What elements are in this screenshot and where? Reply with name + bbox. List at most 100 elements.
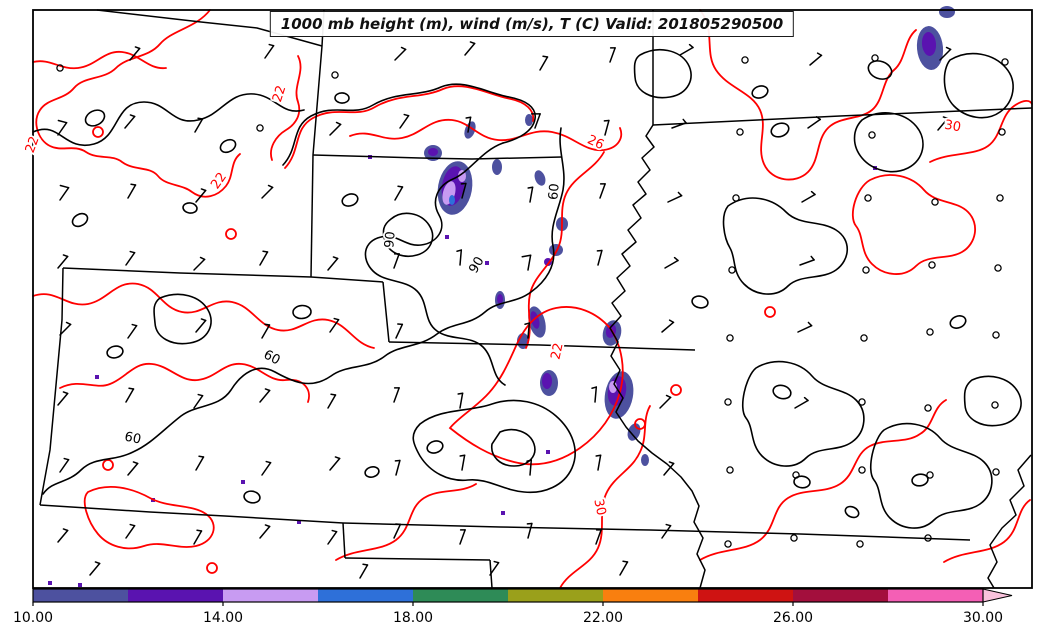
height-contour-blob [182, 202, 198, 214]
calm-wind-icon [998, 128, 1006, 136]
colorbar-segment [223, 589, 319, 602]
temperature-contour [270, 55, 302, 161]
wind-barb-icon [679, 43, 694, 56]
height-contour [32, 93, 305, 147]
state-border-line [987, 454, 1032, 589]
shaded-dot [501, 511, 505, 515]
calm-wind-icon [862, 266, 870, 274]
colorbar-outline [32, 588, 984, 603]
state-border-line [342, 522, 971, 541]
height-contour-blob [219, 138, 237, 154]
calm-wind-icon [926, 328, 934, 336]
temperature-contour [349, 119, 623, 151]
calm-wind-icon [860, 334, 868, 342]
temperature-contour [35, 9, 241, 198]
temperature-contour [32, 51, 167, 70]
height-contour-blob [84, 109, 106, 127]
wind-barb-icon [524, 322, 531, 339]
temperature-contour-ring [634, 418, 646, 430]
wind-barb-icon [667, 191, 683, 203]
height-contour-blob [292, 304, 312, 320]
calm-wind-icon [732, 194, 740, 202]
calm-wind-icon [741, 56, 749, 64]
wind-barb-icon [125, 523, 136, 539]
state-borders [39, 9, 1033, 589]
state-border-line [310, 154, 314, 278]
wind-barb-icon [329, 317, 340, 333]
colorbar-over-arrow [982, 588, 1013, 603]
wind-barb-icon [194, 117, 204, 133]
wind-barb-icon [801, 190, 816, 203]
wind-barb-icon [329, 121, 342, 136]
calm-wind-icon [868, 131, 876, 139]
height-contour-label: 90 [382, 231, 398, 249]
temp-contour-label: 22 [270, 84, 289, 104]
colorbar-tick-label: 18.00 [393, 610, 433, 626]
wind-barbs [56, 41, 1009, 579]
shaded-region [492, 159, 502, 175]
calm-wind-icon [924, 404, 932, 412]
height-contour-blob [691, 295, 709, 309]
wind-barb-icon [393, 387, 400, 403]
height-contour [412, 399, 576, 494]
wind-barb-icon [465, 116, 472, 133]
shaded-region [627, 423, 641, 441]
height-contour [943, 52, 1014, 119]
colorbar-tick-label: 14.00 [203, 610, 243, 626]
wind-barb-icon [595, 454, 602, 471]
wind-barb-icon [807, 116, 822, 129]
shaded-dot [241, 480, 245, 484]
temperature-contour-ring [92, 126, 104, 138]
wind-barb-icon [671, 118, 687, 129]
wind-barb-icon [57, 119, 68, 136]
wind-barb-icon [124, 114, 136, 129]
wind-barb-icon [57, 254, 69, 269]
wind-barb-icon [619, 560, 629, 576]
temperature-contour [699, 9, 917, 181]
wind-barb-icon [125, 250, 136, 266]
wind-barb-icon [661, 523, 672, 539]
wind-barb-icon [521, 254, 532, 271]
wind-barb-icon [489, 560, 500, 576]
height-contour [42, 127, 565, 495]
colorbar-tick-label: 22.00 [583, 610, 623, 626]
height-contour-blob [772, 384, 792, 400]
shaded-region [542, 373, 552, 389]
calm-wind-icon [856, 540, 864, 548]
height-contour [722, 197, 849, 295]
wind-barb-icon [394, 185, 404, 201]
map-title-box: 1000 mb height (m), wind (m/s), T (C) Va… [269, 11, 795, 37]
wind-barb-icon [797, 321, 813, 333]
calm-wind-icon [56, 64, 64, 72]
wind-barb-icon [261, 323, 271, 339]
wind-barb-icon [809, 52, 823, 66]
height-contour-blob [793, 475, 811, 489]
shaded-region [609, 381, 617, 393]
wind-barb-icon [259, 524, 271, 539]
calm-wind-icon [994, 264, 1002, 272]
wind-barb-icon [393, 253, 400, 269]
temperature-contour [943, 499, 1031, 563]
temperature-contour [335, 483, 477, 561]
shaded-region [525, 114, 533, 126]
temp-contour-label: 30 [943, 118, 962, 136]
wind-barb-icon [596, 249, 603, 266]
height-contour [963, 375, 1022, 427]
shaded-dot [445, 235, 449, 239]
height-contours [32, 48, 1022, 529]
height-contour-blob [364, 466, 380, 478]
wind-barb-icon [661, 319, 675, 333]
map-frame [32, 9, 1033, 589]
wind-barb-icon [89, 561, 101, 576]
height-contour-label: 90 [466, 254, 487, 276]
colorbar-tick-label: 30.00 [963, 610, 1003, 626]
temperature-contour-ring [206, 562, 218, 574]
height-contour [869, 422, 993, 529]
height-contour [633, 48, 692, 99]
height-contour-blob [71, 212, 89, 228]
shaded-region [921, 32, 937, 56]
state-border-line [382, 281, 390, 343]
wind-barb-icon [526, 459, 533, 476]
wind-barb-icon [195, 455, 205, 471]
